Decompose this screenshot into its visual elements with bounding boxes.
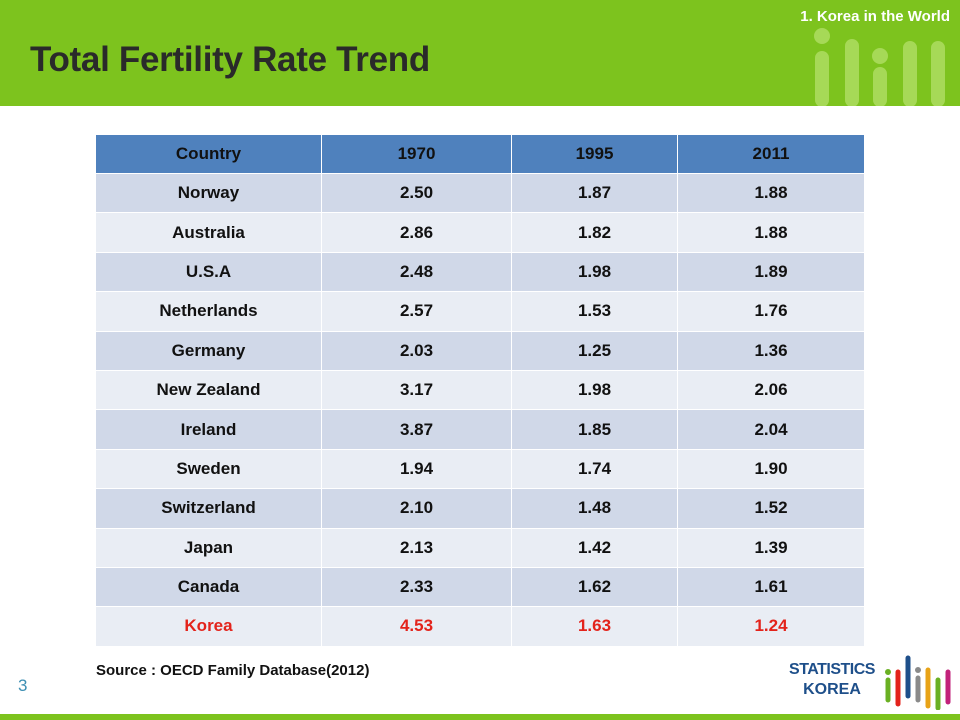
value-cell-2011: 2.06 — [677, 369, 865, 411]
value-cell-1970: 2.57 — [321, 291, 512, 332]
table-row: Sweden 1.94 1.74 1.90 — [95, 448, 865, 490]
column-header-country: Country — [95, 134, 322, 174]
value-cell-2011: 1.39 — [677, 527, 865, 568]
value-cell-1970: 2.03 — [321, 330, 512, 371]
value-cell-1995: 1.42 — [511, 527, 678, 568]
country-cell: Australia — [95, 212, 322, 253]
value-cell-1970: 3.17 — [321, 369, 512, 411]
value-cell-1995: 1.48 — [511, 488, 678, 529]
value-cell-1970: 1.94 — [321, 448, 512, 490]
value-cell-2011: 1.24 — [677, 606, 865, 647]
source-note: Source : OECD Family Database(2012) — [96, 662, 370, 679]
page-title: Total Fertility Rate Trend — [30, 40, 430, 79]
value-cell-2011: 1.76 — [677, 291, 865, 332]
country-cell: Japan — [95, 527, 322, 568]
table-row: Germany 2.03 1.25 1.36 — [95, 330, 865, 371]
value-cell-1970: 2.48 — [321, 251, 512, 293]
value-cell-2011: 1.52 — [677, 488, 865, 529]
logo-bars-decoration — [814, 28, 945, 106]
value-cell-2011: 1.90 — [677, 448, 865, 490]
country-cell: Canada — [95, 566, 322, 608]
table-row: U.S.A 2.48 1.98 1.89 — [95, 251, 865, 293]
statistics-korea-logo: STATISTICS KOREA — [786, 650, 960, 712]
table-row: Switzerland 2.10 1.48 1.52 — [95, 488, 865, 529]
value-cell-2011: 1.89 — [677, 251, 865, 293]
column-header-1995: 1995 — [511, 134, 678, 174]
value-cell-1970: 2.50 — [321, 172, 512, 214]
table-row: New Zealand 3.17 1.98 2.06 — [95, 369, 865, 411]
value-cell-1995: 1.63 — [511, 606, 678, 647]
logo-text: STATISTICS KOREA — [786, 660, 878, 700]
value-cell-1995: 1.98 — [511, 251, 678, 293]
page-number: 3 — [18, 676, 28, 695]
value-cell-1970: 2.33 — [321, 566, 512, 608]
value-cell-1995: 1.62 — [511, 566, 678, 608]
column-header-2011: 2011 — [677, 134, 865, 174]
country-cell: Switzerland — [95, 488, 322, 529]
value-cell-1970: 2.13 — [321, 527, 512, 568]
country-cell: New Zealand — [95, 369, 322, 411]
value-cell-1970: 3.87 — [321, 409, 512, 450]
table-row: Norway 2.50 1.87 1.88 — [95, 172, 865, 214]
value-cell-2011: 1.88 — [677, 172, 865, 214]
table-header-row: Country 1970 1995 2011 — [95, 134, 865, 174]
table-row: Ireland 3.87 1.85 2.04 — [95, 409, 865, 450]
value-cell-1995: 1.98 — [511, 369, 678, 411]
table-row: Japan 2.13 1.42 1.39 — [95, 527, 865, 568]
value-cell-2011: 1.61 — [677, 566, 865, 608]
fertility-rate-table: Country 1970 1995 2011 Norway 2.50 1.87 … — [95, 134, 865, 647]
table-row: Australia 2.86 1.82 1.88 — [95, 212, 865, 253]
value-cell-2011: 2.04 — [677, 409, 865, 450]
logo-mark-icon — [885, 655, 951, 710]
value-cell-1970: 4.53 — [321, 606, 512, 647]
fertility-table-container: Country 1970 1995 2011 Norway 2.50 1.87 … — [95, 134, 865, 647]
value-cell-2011: 1.36 — [677, 330, 865, 371]
country-cell: U.S.A — [95, 251, 322, 293]
value-cell-1995: 1.87 — [511, 172, 678, 214]
header-banner: 1. Korea in the World Total Fertility Ra… — [0, 0, 960, 106]
logo-line-1: STATISTICS — [789, 661, 875, 678]
value-cell-2011: 1.88 — [677, 212, 865, 253]
country-cell: Germany — [95, 330, 322, 371]
value-cell-1995: 1.53 — [511, 291, 678, 332]
logo-line-2: KOREA — [803, 681, 861, 698]
value-cell-1995: 1.85 — [511, 409, 678, 450]
value-cell-1970: 2.10 — [321, 488, 512, 529]
table-row-highlighted: Korea 4.53 1.63 1.24 — [95, 606, 865, 647]
country-cell: Norway — [95, 172, 322, 214]
country-cell: Sweden — [95, 448, 322, 490]
value-cell-1995: 1.74 — [511, 448, 678, 490]
table-row: Canada 2.33 1.62 1.61 — [95, 566, 865, 608]
country-cell: Korea — [95, 606, 322, 647]
country-cell: Ireland — [95, 409, 322, 450]
section-label: 1. Korea in the World — [800, 8, 950, 25]
value-cell-1995: 1.25 — [511, 330, 678, 371]
table-row: Netherlands 2.57 1.53 1.76 — [95, 291, 865, 332]
bottom-accent-bar — [0, 714, 960, 720]
country-cell: Netherlands — [95, 291, 322, 332]
value-cell-1995: 1.82 — [511, 212, 678, 253]
column-header-1970: 1970 — [321, 134, 512, 174]
table-body: Norway 2.50 1.87 1.88 Australia 2.86 1.8… — [95, 172, 865, 647]
value-cell-1970: 2.86 — [321, 212, 512, 253]
